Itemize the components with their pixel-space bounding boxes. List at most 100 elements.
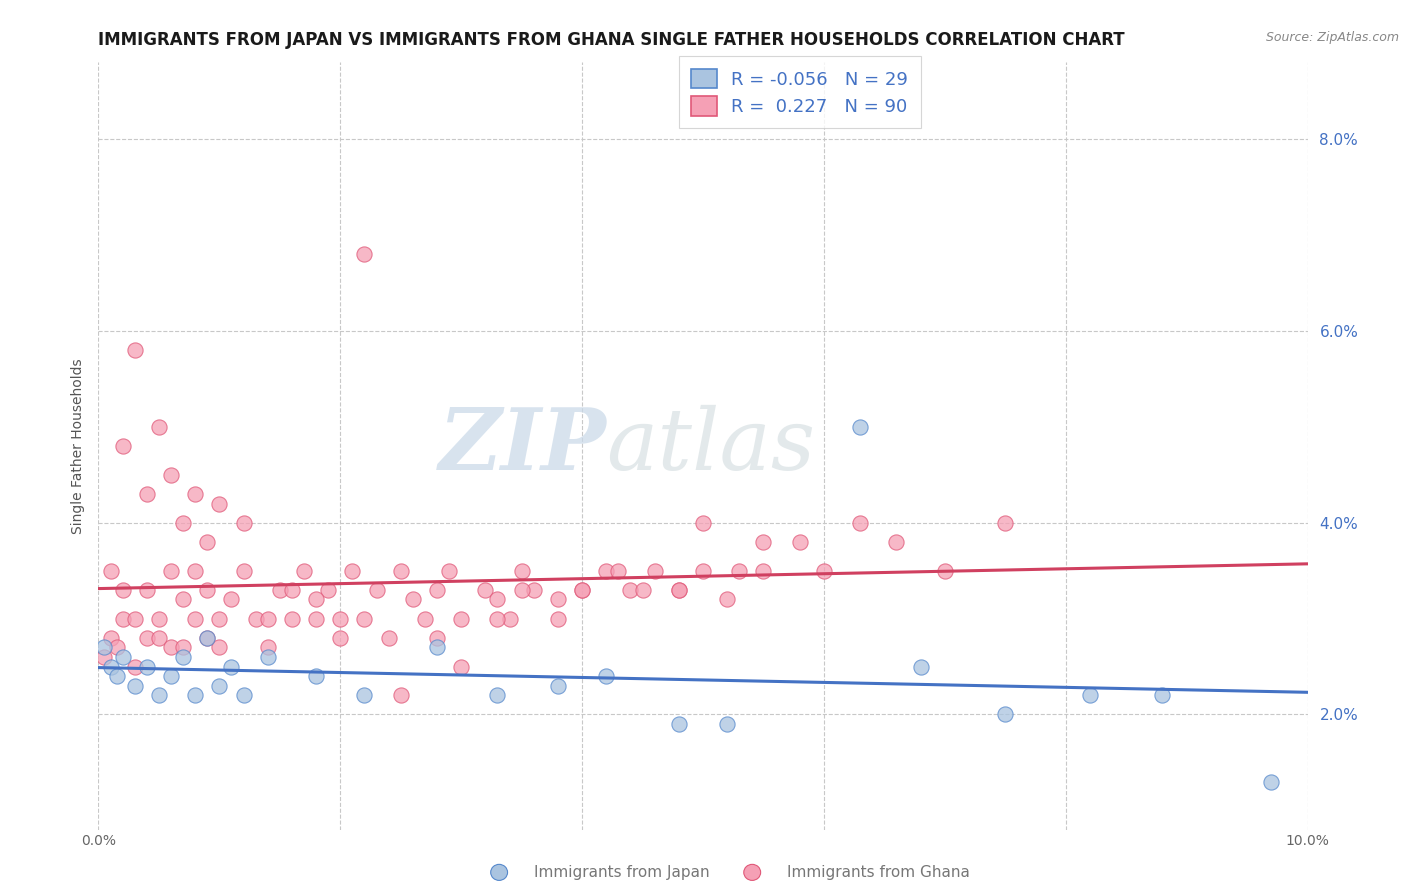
Point (813, 564, 835, 578)
Point (172, 649, 194, 664)
Point (124, 659, 146, 673)
Point (426, 640, 449, 655)
Point (994, 707, 1017, 722)
Point (366, 582, 388, 597)
Point (389, 689, 412, 703)
Point (208, 496, 231, 510)
Point (184, 487, 207, 501)
Point (886, 534, 908, 549)
Point (160, 564, 183, 578)
Point (486, 592, 509, 607)
Point (172, 592, 194, 607)
Point (595, 669, 617, 683)
Point (208, 640, 231, 655)
Point (305, 669, 328, 683)
Point (172, 640, 194, 655)
Point (245, 612, 267, 626)
Point (172, 516, 194, 530)
Point (93, 649, 115, 664)
Point (100, 564, 122, 578)
Point (160, 467, 183, 482)
Point (148, 419, 170, 434)
Point (849, 516, 872, 530)
Point (692, 564, 714, 578)
Point (184, 612, 207, 626)
Point (124, 679, 146, 693)
Text: ZIP: ZIP (439, 404, 606, 488)
Point (1078, 689, 1101, 703)
Point (269, 582, 291, 597)
Point (148, 689, 170, 703)
Point (752, 564, 775, 578)
Point (486, 612, 509, 626)
Point (160, 669, 183, 683)
Point (547, 612, 569, 626)
Point (607, 564, 630, 578)
Point (994, 516, 1017, 530)
Point (135, 487, 157, 501)
Point (1260, 774, 1282, 789)
Point (571, 582, 593, 597)
Point (100, 659, 122, 673)
Point (619, 582, 641, 597)
Point (105, 640, 128, 655)
Point (124, 612, 146, 626)
Point (305, 612, 328, 626)
Point (148, 631, 170, 645)
Y-axis label: Single Father Households: Single Father Households (70, 359, 84, 533)
Point (486, 689, 509, 703)
Point (111, 612, 134, 626)
Point (510, 582, 533, 597)
Point (184, 689, 207, 703)
Point (934, 564, 956, 578)
Point (124, 343, 146, 357)
Point (644, 564, 666, 578)
Point (571, 582, 593, 597)
Point (195, 582, 218, 597)
Point (256, 612, 278, 626)
Point (281, 582, 304, 597)
Point (111, 582, 134, 597)
Point (232, 689, 254, 703)
Point (353, 689, 375, 703)
Point (100, 631, 122, 645)
Point (208, 679, 231, 693)
Point (498, 612, 520, 626)
Point (135, 582, 157, 597)
Point (389, 564, 412, 578)
Point (93, 640, 115, 655)
Point (342, 564, 364, 578)
Point (668, 717, 690, 731)
Point (377, 631, 399, 645)
Point (316, 582, 339, 597)
Point (547, 592, 569, 607)
Point (910, 659, 932, 673)
Point (305, 592, 328, 607)
Point (195, 631, 218, 645)
Point (716, 717, 738, 731)
Point (1152, 689, 1174, 703)
Point (353, 612, 375, 626)
Point (111, 439, 134, 453)
Text: atlas: atlas (606, 405, 815, 487)
Point (111, 649, 134, 664)
Point (716, 592, 738, 607)
Text: Immigrants from Ghana: Immigrants from Ghana (787, 865, 970, 880)
Point (195, 534, 218, 549)
Point (426, 631, 449, 645)
Point (105, 669, 128, 683)
Point (668, 582, 690, 597)
Point (595, 564, 617, 578)
Point (437, 564, 460, 578)
Point (329, 631, 352, 645)
Point (450, 659, 472, 673)
Legend: R = -0.056   N = 29, R =  0.227   N = 90: R = -0.056 N = 29, R = 0.227 N = 90 (679, 56, 921, 128)
Point (292, 564, 315, 578)
Point (256, 649, 278, 664)
Point (184, 564, 207, 578)
Point (160, 640, 183, 655)
Point (728, 564, 751, 578)
Point (692, 516, 714, 530)
Point (402, 592, 425, 607)
Point (668, 582, 690, 597)
